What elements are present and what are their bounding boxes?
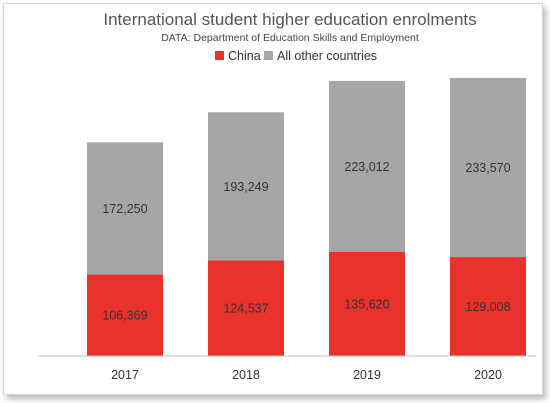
bar-other-2018 [208, 112, 284, 261]
data-label-china-2018: 124,537 [223, 302, 268, 316]
bar-china-2020 [450, 257, 526, 356]
legend-label-china: China [228, 49, 261, 63]
x-tick-label-2017: 2017 [111, 368, 139, 382]
legend-swatch-china [215, 51, 224, 60]
x-tick-label-2020: 2020 [474, 368, 502, 382]
data-label-china-2019: 135,620 [344, 297, 389, 311]
legend-swatch-other [264, 51, 273, 60]
bar-china-2019 [329, 251, 405, 356]
bar-other-2020 [450, 77, 526, 258]
chart-title: International student higher education e… [103, 10, 476, 29]
data-labels-group: 106,369 172,250 124,537 193,249 135,620 223,0… [102, 160, 510, 323]
chart-subtitle: DATA: Department of Education Skills and… [161, 32, 419, 44]
bar-other-2019 [329, 80, 405, 252]
legend-label-other: All other countries [277, 49, 377, 63]
x-axis-ticks: 2017 2018 2019 2020 [111, 368, 502, 382]
data-label-other-2018: 193,249 [223, 180, 268, 194]
legend: China All other countries [215, 49, 377, 63]
x-tick-label-2018: 2018 [232, 368, 260, 382]
bar-china-2017 [87, 274, 163, 356]
data-label-other-2017: 172,250 [102, 202, 147, 216]
bars-group [87, 77, 526, 356]
data-label-other-2020: 233,570 [465, 161, 510, 175]
data-label-other-2019: 223,012 [344, 160, 389, 174]
bar-other-2017 [87, 142, 163, 275]
data-label-china-2020: 129,008 [465, 300, 510, 314]
bar-china-2018 [208, 260, 284, 356]
data-label-china-2017: 106,369 [102, 309, 147, 323]
x-tick-label-2019: 2019 [353, 368, 381, 382]
